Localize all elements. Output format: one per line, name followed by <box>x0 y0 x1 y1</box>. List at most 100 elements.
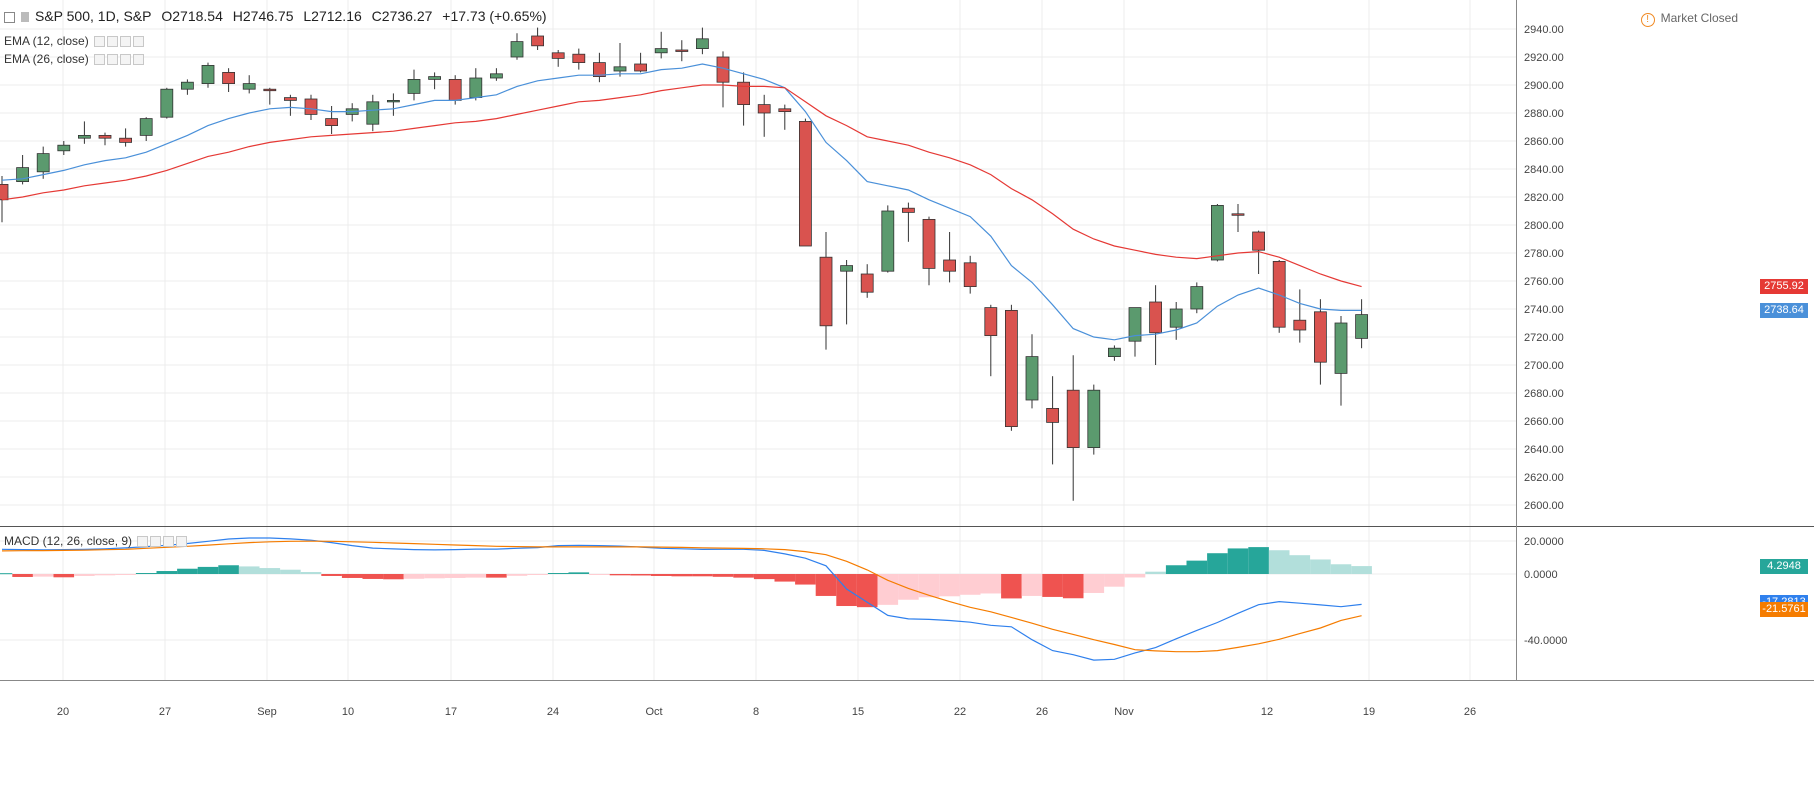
candle-body <box>696 38 709 49</box>
symbol-header: S&P 500, 1D, S&P O2718.54 H2746.75 L2712… <box>4 8 553 24</box>
candle-body <box>119 137 132 143</box>
macd-line <box>1 537 1362 661</box>
macd-hist-bar <box>671 574 693 577</box>
x-tick-label: 10 <box>342 706 354 718</box>
macd-hist-bar <box>774 574 796 582</box>
close-icon[interactable] <box>133 36 145 48</box>
macd-hist-bar <box>1186 560 1208 574</box>
ema26-label: EMA (26, close) <box>4 52 89 66</box>
macd-hist-bar <box>1083 574 1105 593</box>
macd-hist-bar <box>1248 547 1269 574</box>
macd-legend[interactable]: MACD (12, 26, close, 9) <box>4 534 188 548</box>
candle-body <box>881 210 895 272</box>
y-tick-label: 2700.00 <box>1524 360 1564 372</box>
x-tick-label: 26 <box>1464 706 1476 718</box>
signal-line <box>1 540 1362 653</box>
eye-icon[interactable] <box>137 536 149 548</box>
macd-hist-bar <box>836 574 857 607</box>
collapse-icon[interactable] <box>4 11 15 23</box>
close-icon[interactable] <box>133 54 145 66</box>
y-tick-label: 2840.00 <box>1524 164 1564 176</box>
candle-body <box>366 101 380 125</box>
macd-hist-bar <box>1165 565 1187 574</box>
candle-body <box>1128 307 1142 342</box>
add-icon[interactable] <box>120 36 132 48</box>
candle-body <box>1190 286 1204 310</box>
macd-hist-bar <box>980 574 1002 594</box>
hist-value-tag: 4.2948 <box>1760 559 1808 575</box>
settings-icon[interactable] <box>107 54 119 66</box>
macd-hist-bar <box>753 574 775 580</box>
candle-body <box>778 108 792 113</box>
candle-body <box>1025 356 1039 401</box>
ema26-legend[interactable]: EMA (26, close) <box>4 52 145 66</box>
ema12-label: EMA (12, close) <box>4 34 89 48</box>
macd-hist-bar <box>300 572 322 574</box>
candle-body <box>325 118 339 126</box>
macd-hist-bar <box>259 568 281 574</box>
symbol-label[interactable]: S&P 500, 1D, S&P <box>35 8 152 24</box>
candle-body <box>1066 389 1080 449</box>
ema26-line <box>1 84 1362 288</box>
macd-hist-bar <box>197 566 219 574</box>
eye-icon[interactable] <box>94 54 106 66</box>
y-tick-label: 2680.00 <box>1524 388 1564 400</box>
low-value: L2712.16 <box>303 8 362 24</box>
ema12-legend[interactable]: EMA (12, close) <box>4 34 145 48</box>
macd-hist-bar <box>589 574 610 575</box>
macd-y-tick-label: 0.0000 <box>1524 569 1558 581</box>
y-tick-label: 2640.00 <box>1524 444 1564 456</box>
candle-body <box>1293 319 1307 331</box>
y-tick-label: 2660.00 <box>1524 416 1564 428</box>
y-tick-label: 2720.00 <box>1524 332 1564 344</box>
macd-hist-bar <box>1227 548 1249 574</box>
x-tick-label: 22 <box>954 706 966 718</box>
macd-hist-bar <box>1062 574 1084 599</box>
add-icon[interactable] <box>120 54 132 66</box>
macd-hist-bar <box>1104 574 1125 587</box>
y-tick-label: 2760.00 <box>1524 276 1564 288</box>
y-tick-label: 2740.00 <box>1524 304 1564 316</box>
settings-icon[interactable] <box>150 536 162 548</box>
macd-hist-bar <box>74 574 95 576</box>
candle-body <box>469 77 483 99</box>
macd-hist-bar <box>94 574 116 576</box>
macd-y-tick-label: 20.0000 <box>1524 536 1564 548</box>
candle-body <box>634 63 647 72</box>
macd-hist-bar <box>1021 574 1043 596</box>
x-tick-label: 8 <box>753 706 759 718</box>
macd-hist-bar <box>1268 550 1290 574</box>
macd-hist-bar <box>547 573 569 575</box>
macd-hist-bar <box>1001 574 1022 599</box>
candle-body <box>1005 309 1018 427</box>
y-tick-label: 2820.00 <box>1524 192 1564 204</box>
x-tick-label: 15 <box>852 706 864 718</box>
macd-hist-bar <box>486 574 507 578</box>
macd-hist-bar <box>506 574 528 576</box>
flag-icon[interactable] <box>21 12 29 23</box>
settings-icon[interactable] <box>107 36 119 48</box>
candle-body <box>78 134 91 139</box>
add-icon[interactable] <box>163 536 175 548</box>
candle-body <box>489 73 503 79</box>
candle-body <box>551 52 565 59</box>
candle-body <box>283 97 297 101</box>
y-tick-label: 2920.00 <box>1524 52 1564 64</box>
candle-body <box>36 153 50 173</box>
candle-body <box>675 49 689 52</box>
x-tick-label: 17 <box>445 706 457 718</box>
macd-hist-bar <box>1289 555 1311 574</box>
macd-hist-bar <box>135 573 157 575</box>
macd-hist-bar <box>692 574 713 577</box>
y-tick-label: 2780.00 <box>1524 248 1564 260</box>
candle-body <box>757 104 771 114</box>
y-tick-label: 2900.00 <box>1524 80 1564 92</box>
close-icon[interactable] <box>176 536 188 548</box>
macd-hist-bar <box>341 574 363 578</box>
macd-label: MACD (12, 26, close, 9) <box>4 534 133 548</box>
macd-hist-bar <box>1310 559 1331 574</box>
macd-hist-bar <box>177 568 198 574</box>
y-tick-label: 2800.00 <box>1524 220 1564 232</box>
eye-icon[interactable] <box>94 36 106 48</box>
